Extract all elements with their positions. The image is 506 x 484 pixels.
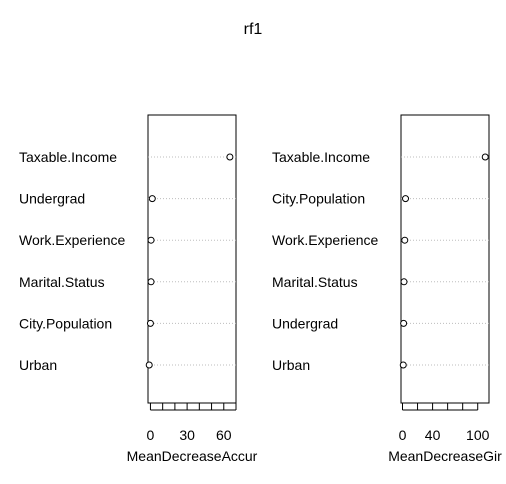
category-label: Taxable.Income [272,149,370,165]
x-tick-label: 0 [147,427,155,443]
data-point [401,236,409,244]
category-label: Urban [272,357,310,373]
data-point [400,319,408,327]
category-label: Marital.Status [272,274,358,290]
x-tick-label: 100 [466,427,490,443]
category-label: Taxable.Income [19,149,117,165]
category-label: Undergrad [272,315,338,331]
category-label: Undergrad [19,191,85,207]
chart-panels: Taxable.Income Undergrad Work.Experience Ma… [19,114,502,464]
chart-title: rf1 [244,21,263,38]
x-tick-label: 0 [399,427,407,443]
data-point [147,278,155,286]
data-point [481,153,489,161]
plot-box [400,114,490,404]
category-label: Urban [19,357,57,373]
data-point [402,195,410,203]
category-label: City.Population [19,315,112,331]
plot-box [147,114,237,404]
data-point [400,278,408,286]
panel-2: Taxable.Income City.Population Work.Experi… [272,114,502,464]
category-label: Work.Experience [272,232,379,248]
category-label: Work.Experience [19,232,126,248]
category-label: City.Population [272,191,365,207]
x-tick-label: 30 [179,427,195,443]
data-point [399,361,407,369]
x-axis-label: MeanDecreaseAccur [127,448,258,464]
data-point [147,236,155,244]
x-axis-label: MeanDecreaseGir [388,448,502,464]
panel-1: Taxable.Income Undergrad Work.Experience Ma… [19,114,258,464]
category-label: Marital.Status [19,274,105,290]
data-point [148,195,156,203]
x-tick-label: 40 [425,427,441,443]
data-point [226,153,234,161]
data-point [146,319,154,327]
x-tick-label: 60 [216,427,232,443]
data-point [145,361,153,369]
